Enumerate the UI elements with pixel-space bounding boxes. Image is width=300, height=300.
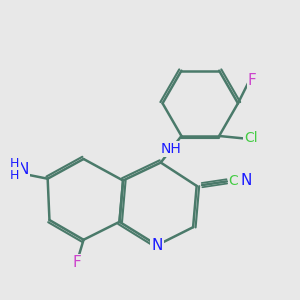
Text: NH: NH: [161, 142, 182, 156]
Text: Cl: Cl: [244, 131, 258, 146]
Text: F: F: [73, 255, 81, 270]
Text: N: N: [17, 162, 29, 177]
Text: F: F: [248, 73, 256, 88]
Text: H: H: [10, 169, 20, 182]
Text: N: N: [241, 173, 252, 188]
Text: H: H: [10, 157, 20, 170]
Text: C: C: [229, 174, 238, 188]
Text: N: N: [152, 238, 163, 253]
